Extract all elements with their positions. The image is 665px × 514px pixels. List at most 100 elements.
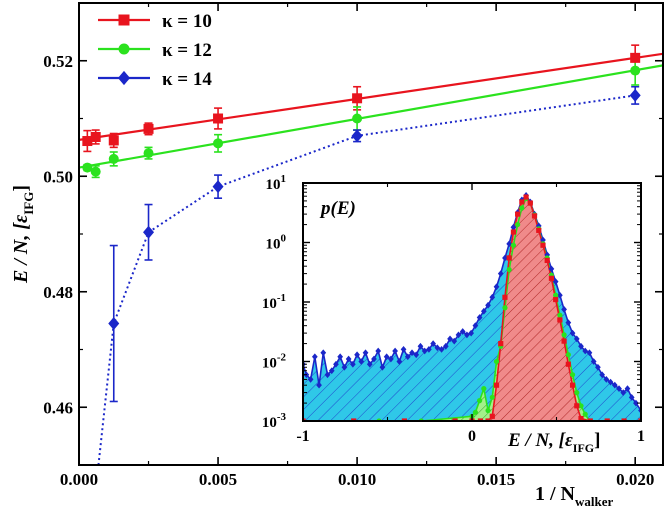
- inset-data-point: [553, 292, 559, 298]
- legend-item: κ = 12: [98, 40, 212, 61]
- legend-marker: [117, 70, 131, 86]
- inset-data-point: [515, 221, 521, 228]
- inset-data-point: [366, 360, 373, 368]
- inset-data-point: [548, 265, 555, 273]
- data-point: [352, 113, 363, 124]
- inset-data-point: [401, 418, 407, 421]
- inset-data-point: [371, 355, 377, 363]
- inset-data-point: [421, 347, 428, 355]
- inset-data-point: [307, 376, 314, 383]
- inset-data-point: [404, 353, 411, 361]
- inset-data-point: [638, 418, 641, 421]
- fit-line-series-1: [79, 64, 663, 169]
- legend-label: κ = 10: [162, 11, 212, 32]
- inset-data-point: [573, 335, 580, 343]
- inset-data-point: [493, 283, 500, 291]
- inset-data-point: [498, 340, 504, 347]
- inset-data-point: [341, 363, 348, 371]
- inset-data-point: [493, 382, 500, 388]
- inset-data-point: [476, 314, 483, 321]
- inset-data-point: [502, 254, 508, 262]
- y-tick-label: 0.46: [43, 398, 73, 417]
- inset-data-point: [400, 345, 407, 353]
- inset-data-point: [333, 360, 339, 368]
- inset-data-point: [345, 355, 352, 363]
- x-tick-label: 0.015: [477, 470, 515, 489]
- inset-data-point: [561, 306, 567, 313]
- inset-data-point: [557, 317, 563, 323]
- inset-data-point: [459, 328, 466, 335]
- inset-data-point: [375, 347, 382, 355]
- inset-data-point: [590, 358, 597, 365]
- inset-data-point: [540, 242, 546, 248]
- data-point: [213, 113, 224, 124]
- fit-line-series-2: [97, 94, 636, 465]
- inset-data-point: [510, 229, 517, 235]
- inset-data-point: [481, 386, 487, 392]
- inset-data-point: [392, 347, 398, 355]
- main-y-axis-label: E / N, [εIFG]: [10, 185, 36, 284]
- legend-label: κ = 14: [162, 69, 212, 90]
- inset-data-point: [493, 358, 500, 365]
- inset-data-point: [328, 367, 335, 375]
- inset-data-point: [582, 347, 589, 355]
- data-point: [143, 148, 154, 159]
- inset-data-point: [468, 329, 475, 337]
- y-tick-label: 0.50: [43, 167, 73, 186]
- inset-data-point: [611, 381, 618, 389]
- inset-y-tick-label: 10-3: [262, 411, 287, 431]
- inset-data-point: [451, 337, 458, 345]
- data-point: [82, 162, 93, 173]
- inset-data-point: [303, 418, 306, 421]
- inset-data-point: [489, 394, 495, 400]
- inset-y-tick-label: 10-1: [262, 292, 286, 312]
- inset-data-point: [607, 378, 614, 386]
- inset-data-point: [578, 415, 584, 421]
- inset-data-point: [510, 242, 517, 248]
- inset-data-point: [311, 353, 318, 361]
- inset-data-point: [536, 227, 542, 233]
- legend-label: κ = 12: [162, 40, 212, 61]
- data-point: [213, 138, 224, 149]
- inset-data-point: [561, 332, 567, 338]
- legend-marker: [118, 14, 130, 26]
- data-point: [143, 123, 154, 134]
- inset-data-point: [604, 418, 610, 421]
- inset-data-point: [621, 418, 627, 421]
- inset-x-tick-label: -1: [296, 428, 309, 445]
- main-plot-frame: [78, 2, 664, 466]
- inset-data-point: [447, 335, 453, 343]
- fit-line-series-0: [79, 52, 663, 141]
- y-tick-label: 0.52: [43, 52, 73, 71]
- main-plot: 0.000 0.005 0.010 0.015 0.020 0.46 0.48 0.50 0.5…: [10, 2, 664, 509]
- x-tick-label: 0.000: [60, 470, 98, 489]
- data-point: [352, 93, 363, 104]
- inset-data-point: [519, 199, 525, 205]
- inset-data-point: [502, 305, 508, 311]
- inset-data-point: [599, 371, 605, 379]
- inset-data-point: [388, 355, 394, 363]
- x-tick-label: 0.010: [338, 470, 376, 489]
- inset-y-tick-label: 100: [266, 233, 287, 253]
- inset-data-point: [574, 403, 580, 409]
- data-point: [108, 317, 120, 331]
- inset-data-point: [472, 409, 478, 415]
- inset-data-point: [624, 385, 631, 393]
- inset-data-point: [527, 200, 533, 206]
- inset-data-point: [557, 312, 563, 318]
- inset-data-point: [413, 351, 420, 359]
- inset-data-point: [515, 211, 521, 217]
- data-point: [90, 166, 101, 177]
- legend: κ = 10 κ = 12 κ = 14: [98, 11, 212, 90]
- data-point: [629, 88, 641, 102]
- data-point: [212, 180, 224, 194]
- inset-data-point: [565, 319, 572, 327]
- inset-data-point: [489, 413, 495, 419]
- data-point: [630, 65, 641, 76]
- inset-data-point: [354, 351, 360, 359]
- legend-item: κ = 10: [98, 11, 212, 32]
- inset-data-point: [362, 349, 369, 357]
- data-point: [82, 136, 93, 147]
- inset-data-point: [553, 296, 559, 303]
